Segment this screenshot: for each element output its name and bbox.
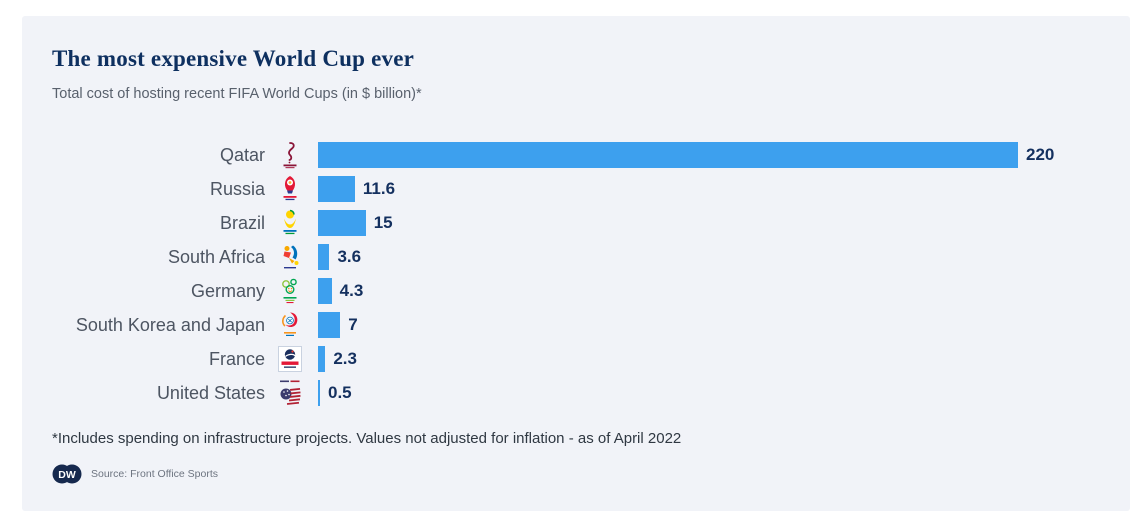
germany-2006-worldcup-logo-icon [277, 277, 303, 305]
russia-2018-worldcup-logo-icon [277, 175, 303, 203]
france-1998-worldcup-logo-icon [277, 345, 303, 373]
qatar-2022-worldcup-logo-icon [277, 141, 303, 169]
chart-row: Germany 4.3 [46, 274, 1110, 308]
row-label: Germany [190, 280, 265, 301]
source-label: Source: Front Office Sports [91, 468, 219, 480]
chart-row: Russia 11.6 [46, 172, 1110, 206]
bar [318, 142, 1018, 168]
bar [318, 244, 330, 270]
chart-subtitle: Total cost of hosting recent FIFA World … [52, 86, 422, 102]
bar-value: 220 [1026, 145, 1055, 164]
chart-title: The most expensive World Cup ever [52, 46, 415, 71]
chart-row: South Korea and Japan 7 [46, 308, 1110, 342]
chart-row: Brazil 15 [46, 206, 1110, 240]
row-label: Qatar [219, 144, 265, 165]
row-label: United States [156, 382, 265, 403]
bar [318, 346, 326, 372]
chart-row: Qatar 220 [46, 138, 1110, 172]
south-africa-2010-worldcup-logo-icon [277, 243, 303, 271]
row-label: France [208, 348, 265, 369]
brazil-2014-worldcup-logo-icon [277, 209, 303, 237]
dw-logo-letters: DW [58, 469, 76, 481]
korea-japan-2002-worldcup-logo-icon [277, 311, 303, 339]
chart-rows: Qatar 220 Russia 11.6 Brazil 15 South Af… [46, 138, 1110, 410]
bar-value: 2.3 [333, 349, 357, 368]
bar-value: 15 [373, 213, 393, 232]
bar-value: 11.6 [362, 179, 396, 198]
row-label: South Africa [167, 246, 265, 267]
bar [318, 210, 366, 236]
bar [318, 312, 341, 338]
chart-row: South Africa 3.6 [46, 240, 1110, 274]
chart-footnote: *Includes spending on infrastructure pro… [52, 430, 682, 447]
bar [318, 176, 355, 202]
usa-1994-worldcup-logo-icon [277, 379, 303, 407]
chart-row: France 2.3 [46, 342, 1110, 376]
infographic-card: The most expensive World Cup ever Total … [22, 16, 1130, 511]
bar [318, 380, 320, 406]
row-label: Brazil [219, 212, 265, 233]
bar-value: 0.5 [328, 383, 352, 402]
bar-value: 4.3 [339, 281, 364, 300]
row-label: Russia [209, 178, 265, 199]
row-label: South Korea and Japan [75, 314, 265, 335]
bar-value: 3.6 [337, 247, 362, 266]
bar [318, 278, 332, 304]
bar-value: 7 [348, 315, 358, 334]
source-row: DW Source: Front Office Sports [52, 464, 218, 484]
chart-row: United States 0.5 [46, 376, 1110, 410]
bar-chart: Qatar 220 Russia 11.6 Brazil 15 South Af… [46, 138, 1110, 410]
dw-logo-icon: DW [52, 464, 82, 484]
